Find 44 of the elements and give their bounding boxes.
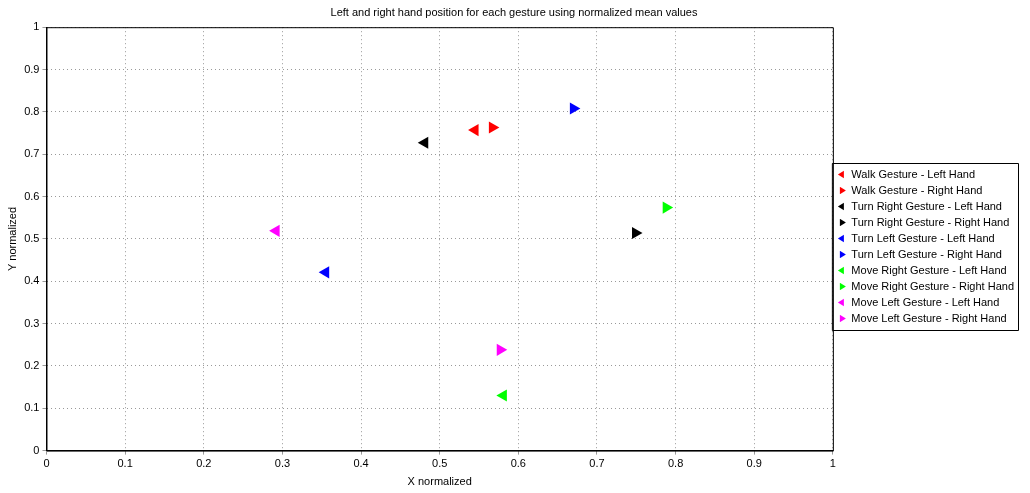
legend-label: Walk Gesture - Right Hand — [851, 183, 983, 196]
point — [468, 124, 479, 137]
legend-label: Turn Right Gesture - Right Hand — [851, 215, 1010, 228]
legend-label: Move Left Gesture - Right Hand — [851, 311, 1007, 324]
y-tick-label: 0 — [33, 443, 40, 456]
x-tick-label: 0.4 — [353, 457, 369, 470]
x-tick-label: 0 — [43, 457, 50, 470]
x-tick-label: 0.2 — [196, 457, 212, 470]
y-tick-label: 1 — [33, 20, 40, 33]
point — [269, 224, 280, 237]
legend-label: Move Left Gesture - Left Hand — [851, 295, 1000, 308]
y-tick-label: 0.5 — [24, 231, 40, 244]
point — [631, 226, 643, 240]
y-tick-label: 0.2 — [24, 358, 40, 371]
x-tick-label: 0.1 — [117, 457, 133, 470]
legend-label: Walk Gesture - Left Hand — [851, 167, 976, 180]
legend-label: Move Right Gesture - Right Hand — [851, 279, 1015, 292]
x-tick-label: 0.9 — [746, 457, 762, 470]
point — [496, 343, 508, 356]
chart-title: Left and right hand position for each gesture using normalized mean values — [330, 5, 698, 18]
y-tick-label: 0.3 — [24, 316, 40, 329]
y-tick-label: 0.7 — [24, 147, 40, 160]
legend-label: Turn Left Gesture - Left Hand — [851, 231, 995, 244]
point — [662, 201, 674, 214]
legend-label: Turn Left Gesture - Right Hand — [851, 247, 1002, 260]
point — [318, 266, 330, 279]
x-tick-label: 0.7 — [589, 457, 605, 470]
point — [417, 136, 429, 149]
y-axis-title: Y normalized — [5, 206, 18, 271]
x-tick-label: 0.5 — [432, 457, 448, 470]
x-tick-label: 0.6 — [510, 457, 526, 470]
y-tick-label: 0.4 — [24, 274, 40, 287]
x-axis-title: X normalized — [407, 475, 472, 488]
point — [569, 102, 581, 115]
x-tick-label: 0.8 — [667, 457, 684, 470]
x-tick-label: 0.3 — [274, 457, 291, 470]
legend-label: Turn Right Gesture - Left Hand — [851, 199, 1002, 212]
y-tick-label: 0.6 — [24, 189, 40, 202]
y-tick-label: 0.1 — [24, 401, 40, 414]
point — [488, 121, 500, 134]
y-tick-label: 0.8 — [24, 104, 40, 117]
legend-label: Move Right Gesture - Left Hand — [851, 263, 1007, 276]
x-tick-label: 1 — [829, 457, 836, 470]
y-tick-label: 0.9 — [24, 62, 40, 75]
